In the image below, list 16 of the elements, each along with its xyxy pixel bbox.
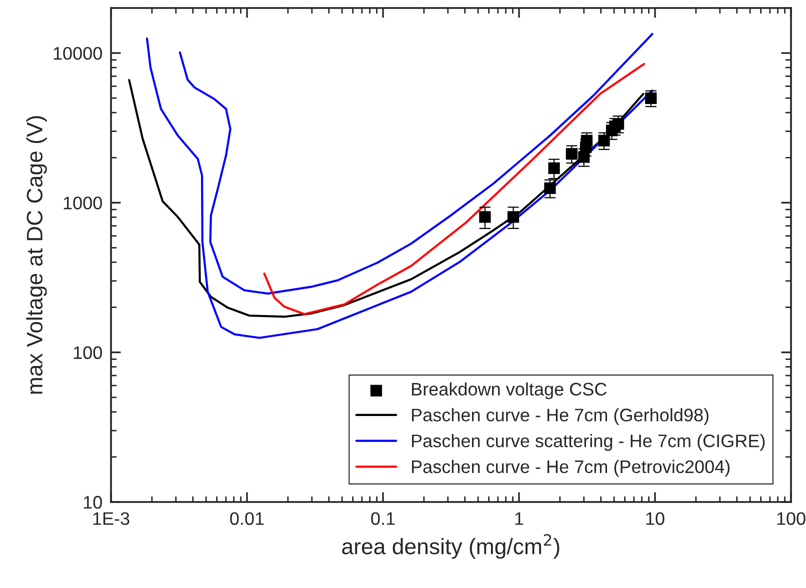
x-axis-title: area density (mg/cm$^{2}$) <box>342 534 560 559</box>
legend-label: Paschen curve - He 7cm (Petrovic2004) <box>412 460 730 477</box>
y-tick-label: 1000 <box>64 196 102 210</box>
y-tick-label: 100 <box>74 346 102 360</box>
x-tick-label: 0.1 <box>371 512 395 525</box>
legend-label: Paschen curve - He 7cm (Gerhold98) <box>412 408 708 425</box>
x-tick-label: 0.01 <box>230 512 264 525</box>
x-tick-label: 1E-3 <box>93 512 130 525</box>
x-tick-label: 1 <box>515 512 524 525</box>
y-axis-title: max Voltage at DC Cage (V) <box>26 116 47 394</box>
x-tick-label: 10 <box>646 512 664 525</box>
x-tick-label: 100 <box>777 512 806 525</box>
y-tick-label: 10000 <box>54 46 102 60</box>
legend-label: Paschen curve scattering - He 7cm (CIGRE) <box>412 434 765 451</box>
y-tick-label: 10 <box>84 496 102 509</box>
legend-label: Breakdown voltage CSC <box>412 382 607 400</box>
